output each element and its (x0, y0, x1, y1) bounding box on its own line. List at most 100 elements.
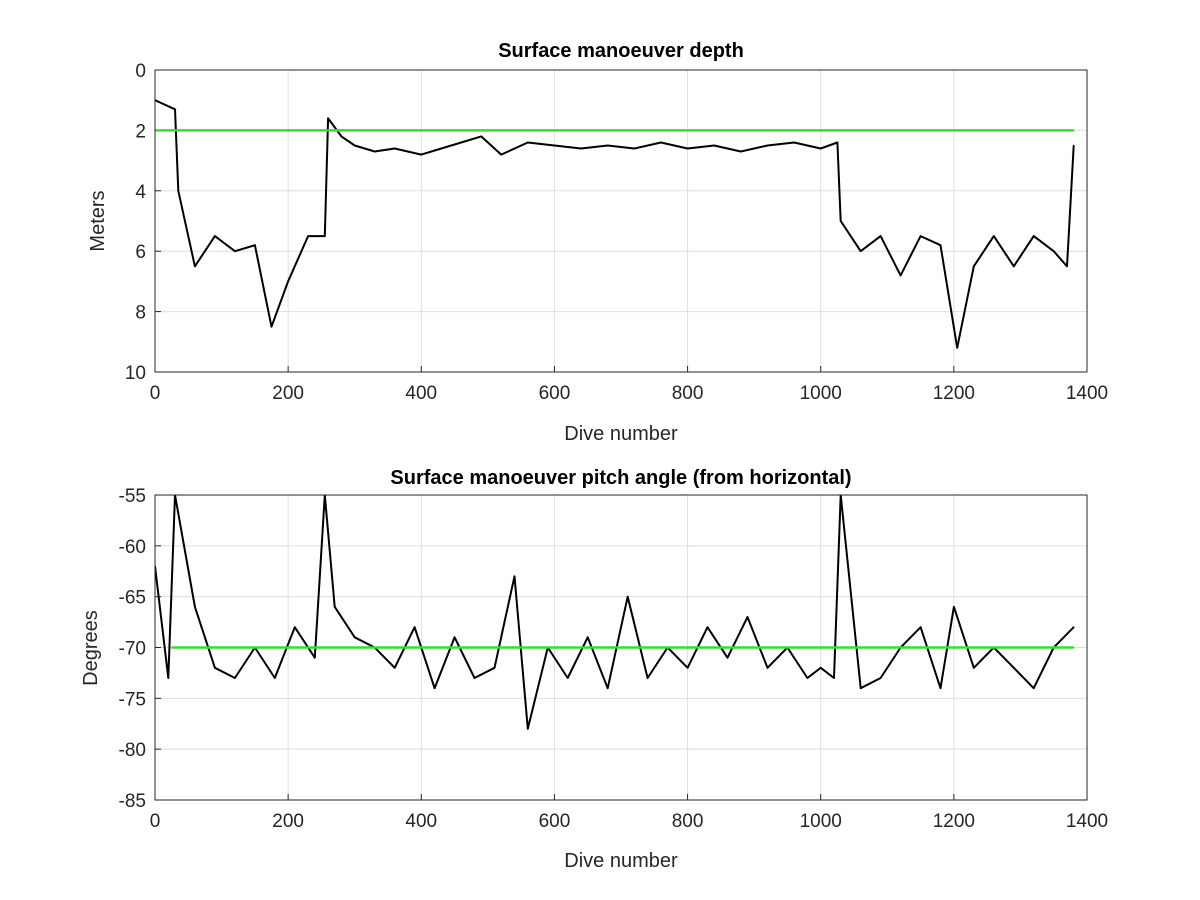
pitch-series-0-point (879, 677, 882, 679)
depth-x-axis-label: Dive number (564, 423, 678, 445)
pitch-chart-title: Surface manoeuver pitch angle (from hori… (390, 467, 851, 489)
depth-series-0-point (373, 150, 376, 153)
pitch-series-0-point (333, 606, 336, 608)
depth-series-0-point (174, 108, 176, 111)
depth-series-0-point (993, 235, 995, 237)
pitch-series-0-point (527, 728, 529, 730)
depth-data-line (155, 99, 1075, 349)
pitch-y-tick-label: -80 (119, 740, 146, 761)
depth-series-0-point (420, 153, 423, 156)
pitch-series-1-point (1072, 646, 1075, 649)
pitch-series-0-point (274, 677, 276, 679)
depth-series-0-point (254, 244, 256, 246)
pitch-y-tick-label: -70 (119, 639, 146, 660)
depth-x-tick-label: 200 (272, 383, 304, 404)
pitch-y-tick-label: -75 (119, 689, 146, 710)
pitch-series-0-point (646, 677, 649, 679)
depth-series-1-point (1072, 129, 1075, 132)
depth-series-0-point (194, 265, 196, 268)
depth-series-0-point (327, 117, 329, 120)
pitch-y-axis-label: Degrees (80, 610, 102, 686)
pitch-axes-box (154, 494, 1088, 801)
depth-panel: 0 200 400 600 800 1000 1200 1400 0 2 4 6 8 10 Surfac… (87, 40, 1108, 445)
pitch-y-tick-label: -85 (119, 791, 146, 812)
pitch-series-0-point (493, 667, 496, 669)
depth-x-tick-labels: 0 200 400 600 800 1000 1200 1400 (150, 383, 1108, 404)
pitch-series-0-point (746, 616, 749, 618)
depth-x-tick-label: 800 (672, 383, 704, 404)
pitch-y-tick-label: -60 (119, 537, 146, 558)
depth-y-tick-label: 8 (135, 303, 146, 324)
pitch-series-0-point (626, 595, 629, 598)
depth-series-0-point (553, 144, 556, 147)
pitch-series-0-point (1012, 667, 1015, 669)
pitch-x-axis-label: Dive number (564, 850, 678, 872)
depth-series-0-point (839, 220, 842, 222)
depth-series-0-point (899, 274, 902, 277)
depth-series-0-point (287, 280, 289, 283)
depth-series-0-point (527, 141, 529, 144)
pitch-series-0-point (939, 687, 942, 689)
pitch-x-tick-label: 800 (672, 811, 704, 832)
pitch-series-0-point (973, 667, 975, 669)
depth-series-0-point (580, 147, 582, 150)
pitch-panel: 0 200 400 600 800 1000 1200 1400 -55 -60 -65 -70 -7… (80, 467, 1108, 872)
depth-chart-title: Surface manoeuver depth (498, 40, 744, 62)
pitch-series-0-point (726, 656, 729, 659)
depth-series-0-point (1032, 235, 1035, 237)
depth-series-0-point (270, 325, 273, 328)
pitch-series-0-point (433, 687, 436, 689)
pitch-x-tick-label: 200 (272, 811, 304, 832)
pitch-series-0-point (686, 667, 689, 669)
depth-x-tick-label: 1200 (933, 383, 975, 404)
depth-series-0-point (686, 147, 689, 150)
pitch-series-0-point (234, 677, 236, 679)
pitch-y-tick-labels: -55 -60 -65 -70 -75 -80 -85 (119, 486, 146, 812)
pitch-series-0-point (353, 636, 356, 639)
depth-y-tick-label: 6 (135, 242, 146, 263)
depth-y-tick-label: 2 (135, 121, 146, 142)
pitch-x-tick-label: 1400 (1066, 811, 1108, 832)
depth-series-0-point (500, 153, 502, 156)
depth-x-tick-label: 600 (539, 383, 571, 404)
depth-series-0-point (819, 147, 822, 150)
pitch-series-0-point (453, 636, 456, 639)
depth-series-0-point (440, 147, 443, 150)
depth-series-0-point (340, 135, 343, 138)
depth-y-tick-label: 4 (135, 182, 146, 203)
depth-series-0-point (939, 244, 942, 246)
pitch-series-0-point (313, 656, 316, 659)
pitch-series-0-point (393, 667, 396, 669)
pitch-series-0-point (859, 687, 862, 689)
pitch-series-0-point (167, 677, 170, 679)
depth-series-0-point (766, 144, 769, 147)
pitch-x-tick-label: 0 (150, 811, 161, 832)
depth-series-0-point (323, 235, 326, 237)
depth-series-0-point (353, 144, 356, 147)
depth-series-0-point (919, 235, 922, 237)
depth-series-0-point (956, 347, 958, 349)
depth-series-0-point (973, 265, 975, 268)
depth-series-0-point (214, 235, 216, 237)
pitch-series-0-point (194, 606, 196, 608)
depth-series-0-point (1012, 265, 1015, 268)
depth-series-0-point (177, 190, 180, 192)
depth-series-0-point (480, 135, 483, 138)
depth-series-0-point (713, 144, 715, 147)
pitch-y-tick-label: -55 (119, 486, 146, 507)
pitch-series-0-point (513, 575, 516, 578)
pitch-x-tick-labels: 0 200 400 600 800 1000 1200 1400 (150, 811, 1108, 832)
pitch-series-0-point (1032, 687, 1035, 689)
depth-series-0-point (1072, 144, 1075, 147)
depth-y-tick-labels: 0 2 4 6 8 10 (125, 61, 147, 384)
depth-series-0-point (836, 141, 839, 144)
pitch-x-tick-label: 400 (405, 811, 437, 832)
depth-axes-box (154, 69, 1088, 373)
depth-series-0-point (633, 147, 636, 150)
depth-y-tick-label: 0 (135, 61, 146, 82)
depth-series-0-point (1052, 250, 1055, 252)
pitch-series-0-point (766, 667, 769, 669)
depth-x-tick-label: 400 (405, 383, 437, 404)
depth-series-0-point (660, 141, 662, 144)
